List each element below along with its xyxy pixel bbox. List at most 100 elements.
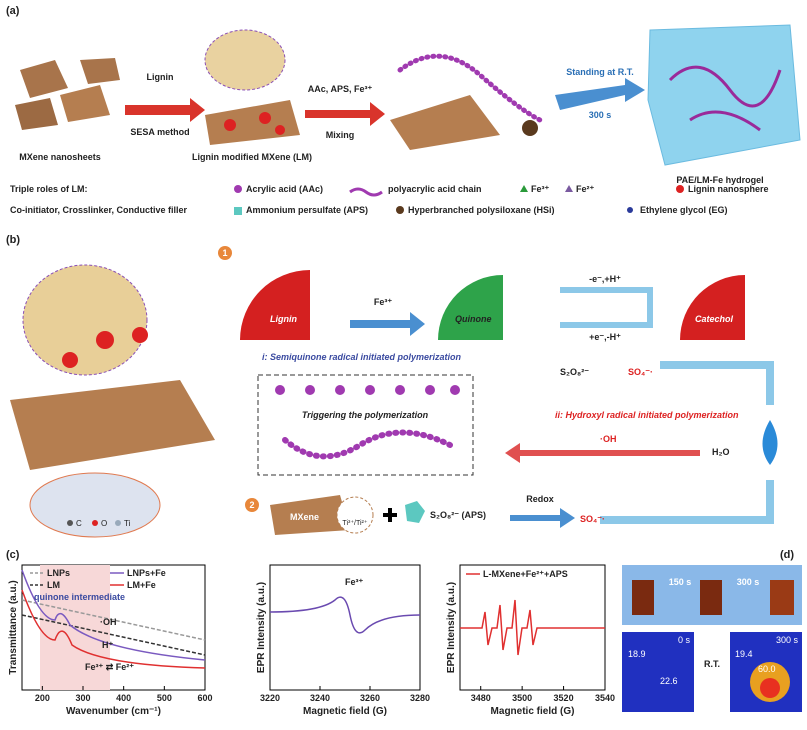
legend-text: Hyperbranched polysiloxane (HSi) — [408, 205, 555, 215]
panel-label: (a) — [6, 5, 20, 17]
text: 300 s — [776, 635, 799, 645]
drop — [762, 420, 778, 465]
arrow — [555, 78, 645, 110]
catechol-sphere — [680, 275, 745, 340]
text: Fe³⁺ ⇄ Fe²⁺ — [85, 662, 134, 672]
atom-label: C — [76, 519, 82, 528]
text: Ti³⁺/Ti²⁺ — [342, 520, 367, 527]
mxene-sheet — [270, 495, 350, 535]
curve — [21, 614, 206, 656]
text: 0 s — [678, 635, 691, 645]
lm-sheet — [10, 380, 215, 470]
x-tick-label: 3500 — [512, 693, 532, 703]
text: SO₄⁻· — [580, 514, 605, 524]
panel-label: (d) — [780, 549, 794, 561]
text: Quinone — [455, 314, 492, 324]
x-axis-label: Magnetic field (G) — [491, 706, 575, 717]
mxene-sheets — [15, 58, 120, 130]
hydrogel-block — [647, 24, 801, 166]
sheet — [390, 95, 500, 150]
text: MXene nanosheets — [19, 152, 101, 162]
curve — [460, 599, 605, 656]
network — [668, 65, 782, 132]
legend-text: L-MXene+Fe²⁺+APS — [483, 569, 568, 579]
text: Triple roles of LM: — [10, 184, 88, 194]
arrow — [660, 361, 774, 405]
legend-text: Acrylic acid (AAc) — [246, 184, 323, 194]
legend-text: Ammonium persulfate (APS) — [246, 205, 368, 215]
curve — [21, 589, 206, 669]
text: i: Semiquinone radical initiated polymer… — [262, 352, 462, 362]
chain — [397, 53, 543, 123]
text: Triggering the polymerization — [302, 410, 429, 420]
x-tick-label: 300 — [75, 693, 90, 703]
step-number: 2 — [249, 500, 254, 510]
text: 300 s — [589, 110, 612, 120]
text: 60.0 — [758, 664, 776, 674]
y-axis-label: EPR Intensity (a.u.) — [256, 582, 267, 673]
curve — [21, 569, 206, 661]
text: 22.6 — [660, 676, 678, 686]
x-tick-label: 600 — [197, 693, 212, 703]
text: MXene — [290, 512, 319, 522]
text: -e⁻,+H⁺ — [589, 274, 621, 284]
text: 19.4 — [735, 649, 753, 659]
legend-text: Fe²⁺ — [576, 184, 595, 194]
text: Co-initiator, Crosslinker, Conductive fi… — [10, 205, 188, 215]
text: H₂O — [712, 447, 730, 457]
curve — [269, 596, 421, 634]
zoom — [204, 29, 286, 91]
x-axis-label: Wavenumber (cm⁻¹) — [66, 706, 161, 717]
monomers — [275, 385, 460, 395]
x-tick-label: 3240 — [310, 693, 330, 703]
legend-text: Lignin nanosphere — [688, 184, 769, 194]
arrow — [505, 443, 700, 463]
text: Lignin — [147, 72, 174, 82]
x-tick-label: 200 — [35, 693, 50, 703]
text: S₂O₈²⁻ (APS) — [430, 510, 486, 520]
polymer-box — [257, 374, 474, 476]
atom-label: O — [101, 519, 107, 528]
annotation: quinone intermediate — [34, 592, 125, 602]
chain — [282, 429, 453, 460]
arrow — [510, 508, 575, 528]
text: 18.9 — [628, 649, 646, 659]
text: ·OH — [600, 434, 617, 444]
x-tick-label: 500 — [157, 693, 172, 703]
legend-text: LM — [47, 580, 60, 590]
text: 300 s — [737, 577, 760, 587]
text: ·OH — [100, 617, 117, 627]
plot-frame — [269, 564, 421, 691]
x-tick-label: 400 — [116, 693, 131, 703]
mxene-structure — [29, 472, 161, 538]
legend-text: Fe³⁺ — [531, 184, 550, 194]
text: +e⁻,-H⁺ — [589, 332, 621, 342]
text: SO₄⁻· — [628, 367, 653, 377]
legend-text: LNPs — [47, 568, 70, 578]
zoom — [22, 264, 148, 376]
text: Lignin modified MXene (LM) — [192, 152, 312, 162]
x-tick-label: 3480 — [471, 693, 491, 703]
atom-label: Ti — [124, 519, 131, 528]
y-axis-label: Transmittance (a.u.) — [8, 580, 19, 674]
arrow — [305, 102, 385, 126]
text: 150 s — [669, 577, 692, 587]
legend-text: LNPs+Fe — [127, 568, 166, 578]
y-axis-label: EPR Intensity (a.u.) — [446, 582, 457, 673]
text: H⁺ — [102, 640, 113, 650]
legend-text: LM+Fe — [127, 580, 156, 590]
text: R.T. — [704, 659, 720, 669]
lignin-sphere — [240, 270, 310, 340]
x-tick-label: 3220 — [260, 693, 280, 703]
text: Lignin — [270, 314, 297, 324]
x-tick-label: 3520 — [554, 693, 574, 703]
x-tick-label: 3540 — [595, 693, 615, 703]
arrow — [600, 480, 774, 524]
lm-sheet — [205, 100, 300, 145]
x-tick-label: 3280 — [410, 693, 430, 703]
panel-label: (c) — [6, 549, 20, 561]
text: Catechol — [695, 314, 734, 324]
text: SESA method — [130, 127, 189, 137]
x-axis-label: Magnetic field (G) — [303, 706, 387, 717]
